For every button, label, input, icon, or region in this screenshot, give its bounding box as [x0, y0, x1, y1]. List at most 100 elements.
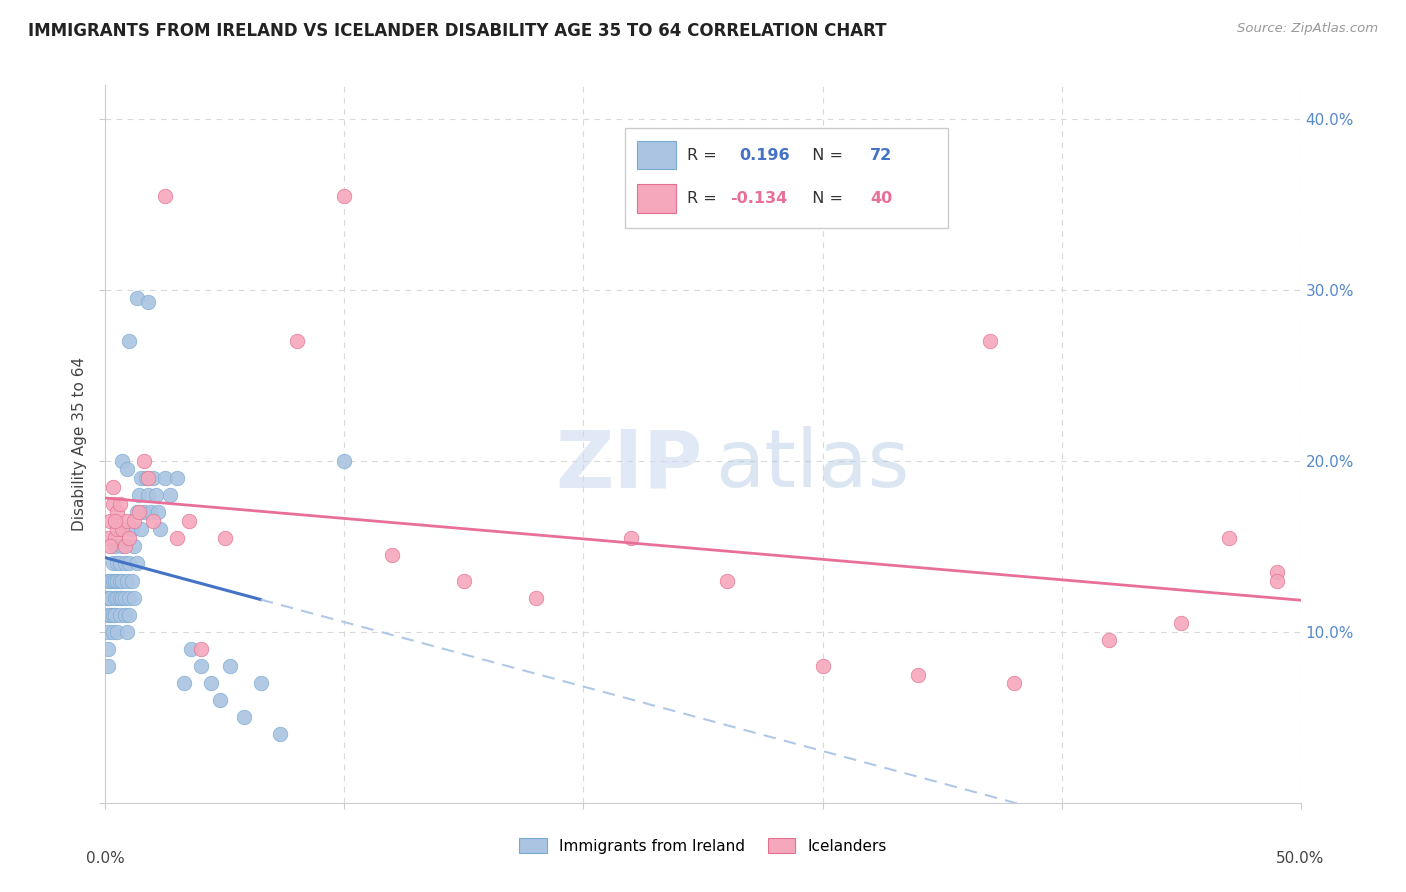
Point [111, 522, 134, 536]
Point [138, 294, 160, 309]
Point [118, 591, 141, 605]
Text: N =: N = [803, 147, 848, 162]
Point [132, 454, 155, 468]
Point [114, 607, 136, 622]
Text: IMMIGRANTS FROM IRELAND VS ICELANDER DISABILITY AGE 35 TO 64 CORRELATION CHART: IMMIGRANTS FROM IRELAND VS ICELANDER DIS… [28, 22, 887, 40]
Point [453, 574, 475, 588]
Point [200, 676, 222, 690]
Point [111, 574, 134, 588]
Point [115, 624, 138, 639]
Point [1265, 565, 1288, 579]
Point [620, 531, 643, 545]
Point [101, 479, 124, 493]
Text: -0.134: -0.134 [731, 191, 787, 206]
Point [907, 667, 929, 681]
Point [122, 591, 145, 605]
Point [104, 531, 127, 545]
Text: N =: N = [803, 191, 848, 206]
Point [101, 574, 124, 588]
Point [716, 574, 738, 588]
FancyBboxPatch shape [637, 184, 675, 212]
Point [118, 607, 141, 622]
Point [98, 574, 121, 588]
Point [111, 539, 134, 553]
Point [97, 591, 120, 605]
Point [111, 591, 134, 605]
Point [122, 539, 145, 553]
Point [214, 531, 236, 545]
Point [138, 488, 160, 502]
Point [101, 497, 124, 511]
Text: 0.196: 0.196 [740, 147, 790, 162]
Point [190, 642, 212, 657]
Point [125, 292, 148, 306]
Point [107, 522, 129, 536]
Text: 50.0%: 50.0% [1277, 851, 1324, 865]
Point [142, 514, 165, 528]
Point [1002, 676, 1025, 690]
Point [108, 574, 131, 588]
Point [101, 624, 124, 639]
Point [153, 189, 177, 203]
Point [108, 591, 131, 605]
Text: R =: R = [688, 191, 723, 206]
Point [97, 591, 120, 605]
Point [122, 514, 145, 528]
Point [129, 471, 153, 485]
Point [153, 471, 177, 485]
Point [97, 624, 120, 639]
Point [128, 488, 150, 502]
Point [180, 642, 202, 657]
Point [149, 522, 172, 536]
Point [139, 505, 162, 519]
Point [233, 710, 256, 724]
Point [107, 505, 129, 519]
Point [1098, 633, 1121, 648]
Point [107, 591, 129, 605]
Point [98, 607, 121, 622]
Y-axis label: Disability Age 35 to 64: Disability Age 35 to 64 [72, 357, 87, 531]
Point [107, 557, 129, 571]
Point [104, 539, 127, 553]
Text: 72: 72 [870, 147, 893, 162]
Point [114, 539, 136, 553]
Point [166, 471, 188, 485]
Point [121, 522, 143, 536]
Point [132, 505, 155, 519]
Text: atlas: atlas [716, 426, 910, 504]
Point [142, 471, 165, 485]
Point [1170, 616, 1192, 631]
Point [101, 607, 124, 622]
Point [524, 591, 547, 605]
Point [218, 659, 240, 673]
Point [159, 488, 181, 502]
Point [104, 607, 127, 622]
Point [97, 607, 120, 622]
Point [97, 531, 120, 545]
Text: 40: 40 [870, 191, 893, 206]
Point [285, 334, 308, 348]
FancyBboxPatch shape [637, 141, 675, 169]
Point [811, 659, 834, 673]
Point [118, 531, 141, 545]
Point [115, 462, 138, 476]
Point [177, 514, 201, 528]
Point [129, 522, 153, 536]
Point [128, 505, 150, 519]
Point [114, 557, 136, 571]
Point [108, 607, 131, 622]
Point [104, 574, 127, 588]
Point [97, 659, 120, 673]
Legend: Immigrants from Ireland, Icelanders: Immigrants from Ireland, Icelanders [513, 832, 893, 860]
Point [1265, 574, 1288, 588]
Point [250, 676, 273, 690]
Point [111, 454, 134, 468]
Point [97, 574, 120, 588]
Text: R =: R = [688, 147, 723, 162]
Text: ZIP: ZIP [555, 426, 703, 504]
FancyBboxPatch shape [626, 128, 948, 228]
Point [104, 591, 127, 605]
Point [108, 557, 131, 571]
Point [98, 514, 121, 528]
Point [381, 548, 404, 562]
